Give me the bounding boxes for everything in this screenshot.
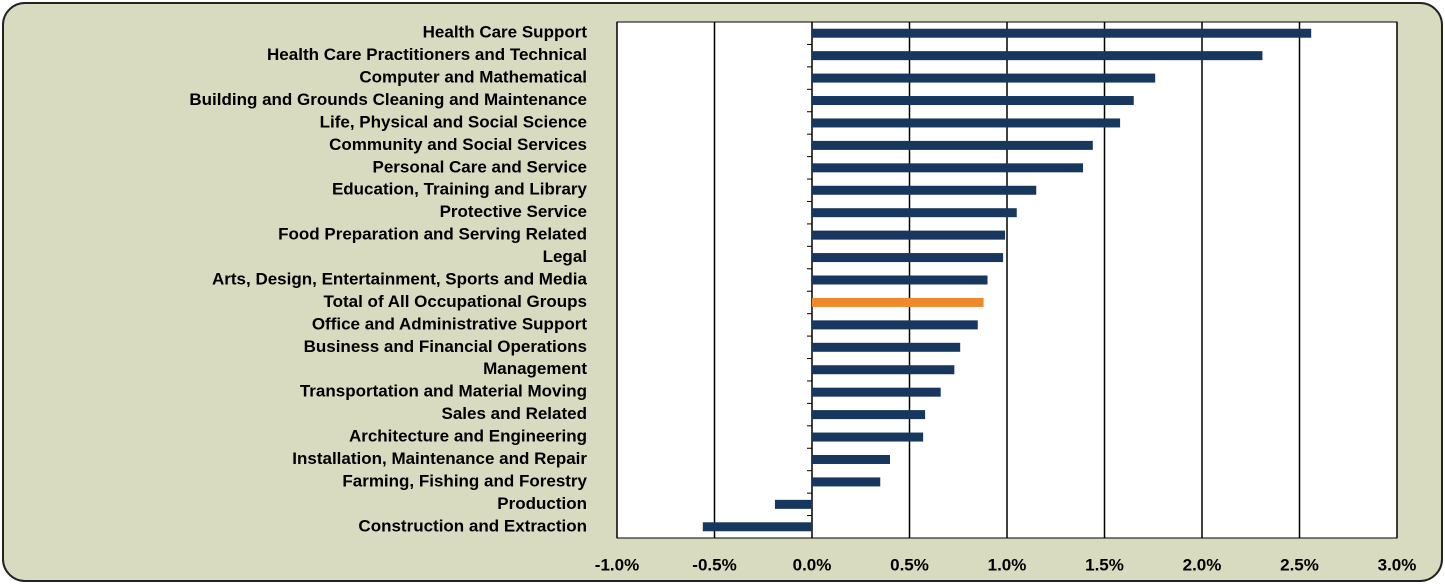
y-tick-label: Installation, Maintenance and Repair [292, 449, 587, 468]
x-tick-label: -0.5% [692, 555, 736, 574]
bar [812, 230, 1006, 240]
y-tick-label: Total of All Occupational Groups [323, 292, 587, 311]
x-tick-label: 1.5% [1085, 555, 1124, 574]
bar [812, 320, 978, 330]
y-tick-label: Life, Physical and Social Science [320, 112, 587, 131]
bar [812, 185, 1037, 195]
y-tick-label: Community and Social Services [329, 135, 587, 154]
bar [774, 499, 812, 509]
y-tick-label: Personal Care and Service [372, 157, 587, 176]
bar [812, 208, 1017, 218]
bar [812, 96, 1134, 106]
y-tick-label: Construction and Extraction [358, 516, 587, 535]
bar [812, 253, 1004, 263]
y-tick-label: Sales and Related [441, 404, 587, 423]
y-tick-label: Computer and Mathematical [359, 68, 587, 87]
y-tick-label: Production [497, 494, 587, 513]
x-tick-label: 0.0% [793, 555, 832, 574]
x-tick-label: 2.0% [1183, 555, 1222, 574]
x-tick-label: 3.0% [1378, 555, 1417, 574]
x-tick-label: 0.5% [890, 555, 929, 574]
bar [812, 28, 1312, 38]
y-tick-label: Building and Grounds Cleaning and Mainte… [189, 90, 587, 109]
y-tick-label: Health Care Support [423, 23, 588, 42]
y-tick-label: Education, Training and Library [332, 180, 588, 199]
bar [812, 365, 955, 375]
bar [812, 454, 890, 464]
bar [812, 73, 1156, 83]
y-tick-label: Architecture and Engineering [349, 427, 587, 446]
y-tick-label: Farming, Fishing and Forestry [342, 471, 587, 490]
bar [812, 140, 1093, 150]
bar [812, 387, 941, 397]
y-tick-label: Protective Service [440, 202, 587, 221]
bar [812, 275, 988, 285]
bar [812, 342, 961, 352]
bar [812, 477, 881, 487]
bar [702, 522, 812, 532]
y-tick-label: Health Care Practitioners and Technical [267, 45, 587, 64]
y-tick-label: Business and Financial Operations [304, 337, 587, 356]
y-tick-label: Office and Administrative Support [312, 314, 588, 333]
x-tick-label: 1.0% [988, 555, 1027, 574]
y-tick-label: Legal [543, 247, 587, 266]
y-tick-label: Food Preparation and Serving Related [278, 225, 587, 244]
x-tick-label: -1.0% [595, 555, 639, 574]
y-tick-label: Arts, Design, Entertainment, Sports and … [212, 269, 588, 288]
bar [812, 163, 1084, 173]
y-tick-label: Transportation and Material Moving [300, 382, 587, 401]
bar [812, 410, 926, 420]
bar [812, 51, 1263, 61]
bar [812, 118, 1121, 128]
y-tick-label: Management [483, 359, 587, 378]
bar [812, 432, 924, 442]
bar [812, 297, 984, 307]
x-tick-label: 2.5% [1280, 555, 1319, 574]
